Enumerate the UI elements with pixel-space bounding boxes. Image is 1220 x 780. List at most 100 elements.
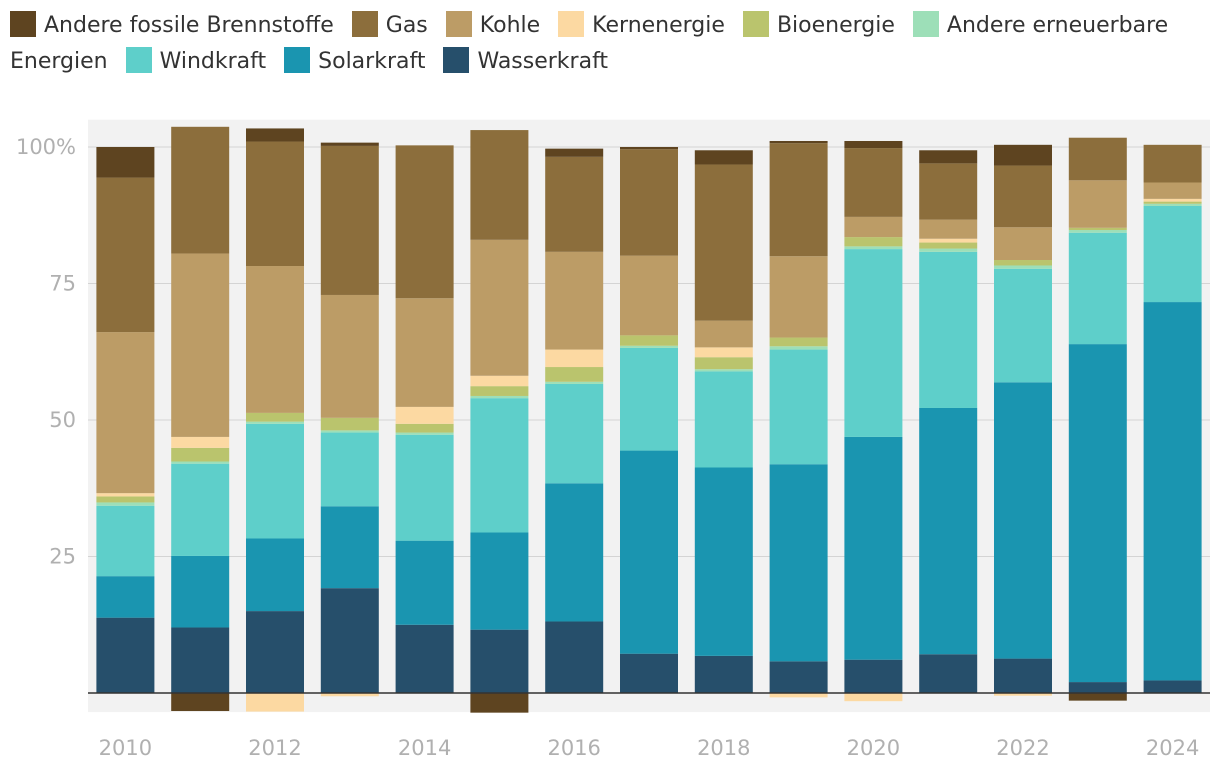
bar-segment-wasserkraft	[171, 627, 230, 693]
bar-segment-andere-erneuerbare-energien	[246, 421, 304, 424]
y-tick-label: 100%	[16, 135, 76, 159]
bar-segment-bioenergie	[246, 412, 304, 422]
bar-segment-gas	[246, 141, 304, 267]
bar-segment-bioenergie	[994, 260, 1052, 266]
y-tick-label: 25	[49, 545, 76, 569]
bar-segment-kernenergie	[919, 238, 978, 243]
legend: Andere fossile Brennstoffe Gas Kohle Kernen…	[10, 8, 1210, 80]
legend-label: Andere fossile Brennstoffe	[44, 13, 334, 38]
y-tick-label: 50	[49, 408, 76, 432]
bar-segment-gas	[919, 163, 978, 220]
x-tick-label: 2018	[697, 736, 750, 760]
bar-segment-bioenergie	[620, 335, 678, 346]
bar-segment-solarkraft	[1143, 302, 1202, 681]
bar-segment-windkraft	[919, 251, 978, 408]
bar-segment-andere-erneuerbare-energien	[1143, 203, 1202, 206]
bar-segment-kernenergie	[96, 493, 155, 497]
bar-segment-kohle	[694, 320, 753, 348]
bar-segment-solarkraft	[246, 538, 304, 612]
bar-segment-andere-fossile-brennstoffe	[620, 147, 678, 150]
bar-segment-kernenergie	[545, 349, 604, 368]
bar-segment-solarkraft	[96, 576, 155, 618]
bar-segment-andere-erneuerbare-energien	[545, 381, 604, 384]
bar-segment-kernenergie	[320, 693, 379, 697]
bar-segment-andere-erneuerbare-energien	[320, 430, 379, 433]
bar-segment-gas	[1068, 137, 1127, 181]
legend-swatch	[125, 47, 152, 73]
bar-segment-gas	[171, 126, 230, 254]
legend-label: Solarkraft	[318, 49, 426, 74]
bar-group-2015	[470, 130, 529, 713]
bar-segment-kernenergie	[1143, 198, 1202, 202]
legend-swatch	[284, 47, 311, 73]
bar-segment-gas	[844, 148, 903, 217]
x-tick-label: 2022	[996, 736, 1049, 760]
bar-segment-gas	[96, 177, 155, 333]
bar-segment-kohle	[994, 227, 1052, 261]
legend-item-windkraft: Windkraft	[125, 47, 266, 74]
bar-segment-andere-fossile-brennstoffe	[470, 693, 529, 713]
bar-segment-bioenergie	[470, 386, 529, 396]
legend-item-kohle: Kohle	[445, 11, 541, 38]
bar-segment-solarkraft	[320, 506, 379, 589]
legend-label: Kohle	[479, 13, 541, 38]
bar-segment-solarkraft	[545, 483, 604, 622]
legend-item-bioenergie: Bioenergie	[742, 11, 895, 38]
bar-segment-windkraft	[171, 463, 230, 556]
bar-segment-windkraft	[694, 371, 753, 468]
bar-segment-andere-fossile-brennstoffe	[171, 693, 230, 712]
bar-group-2022	[994, 144, 1052, 696]
bar-segment-kohle	[844, 216, 903, 238]
bar-segment-kohle	[470, 239, 529, 376]
bar-segment-bioenergie	[919, 242, 978, 249]
bar-group-2010	[96, 147, 155, 693]
legend-swatch	[912, 11, 939, 37]
bar-group-2020	[844, 140, 903, 702]
bar-segment-andere-fossile-brennstoffe	[844, 140, 903, 149]
bar-segment-bioenergie	[171, 447, 230, 462]
bar-segment-wasserkraft	[620, 653, 678, 693]
bar-segment-solarkraft	[395, 540, 454, 625]
bar-group-2011	[171, 126, 230, 712]
legend-item-wasserkraft: Wasserkraft	[443, 47, 608, 74]
bar-segment-andere-fossile-brennstoffe	[96, 147, 155, 178]
bar-segment-andere-erneuerbare-energien	[919, 248, 978, 252]
bar-segment-wasserkraft	[844, 659, 903, 693]
bar-segment-solarkraft	[994, 382, 1052, 659]
bar-segment-kohle	[320, 294, 379, 418]
bar-segment-gas	[769, 143, 828, 257]
bar-segment-andere-fossile-brennstoffe	[1068, 693, 1127, 701]
bar-segment-andere-erneuerbare-energien	[470, 395, 529, 399]
bar-segment-wasserkraft	[769, 661, 828, 693]
bar-segment-kohle	[96, 332, 155, 494]
legend-swatch	[351, 11, 378, 37]
bar-segment-andere-erneuerbare-energien	[395, 432, 454, 435]
bar-segment-windkraft	[1143, 205, 1202, 303]
bar-segment-andere-fossile-brennstoffe	[994, 144, 1052, 166]
bar-segment-gas	[994, 165, 1052, 228]
bar-segment-bioenergie	[769, 337, 828, 347]
bar-segment-windkraft	[545, 383, 604, 484]
bar-segment-windkraft	[844, 249, 903, 437]
bar-segment-andere-erneuerbare-energien	[1068, 229, 1127, 233]
bar-segment-andere-fossile-brennstoffe	[320, 142, 379, 146]
bar-segment-windkraft	[769, 349, 828, 465]
bar-segment-bioenergie	[1143, 201, 1202, 204]
x-tick-label: 2020	[847, 736, 900, 760]
bar-segment-andere-erneuerbare-energien	[994, 265, 1052, 269]
bar-segment-wasserkraft	[1143, 680, 1202, 693]
bar-segment-solarkraft	[694, 467, 753, 656]
bar-segment-kernenergie	[246, 693, 304, 712]
bar-group-2019	[769, 140, 828, 698]
bar-segment-gas	[620, 149, 678, 256]
bar-segment-andere-fossile-brennstoffe	[694, 150, 753, 165]
bar-segment-windkraft	[470, 398, 529, 533]
bar-segment-andere-erneuerbare-energien	[96, 502, 155, 506]
bar-segment-wasserkraft	[545, 621, 604, 693]
bar-segment-wasserkraft	[694, 655, 753, 693]
bar-segment-andere-fossile-brennstoffe	[769, 140, 828, 144]
legend-swatch	[558, 11, 585, 37]
bar-segment-wasserkraft	[470, 629, 529, 693]
bar-segment-kernenergie	[171, 436, 230, 448]
bar-segment-gas	[545, 156, 604, 252]
